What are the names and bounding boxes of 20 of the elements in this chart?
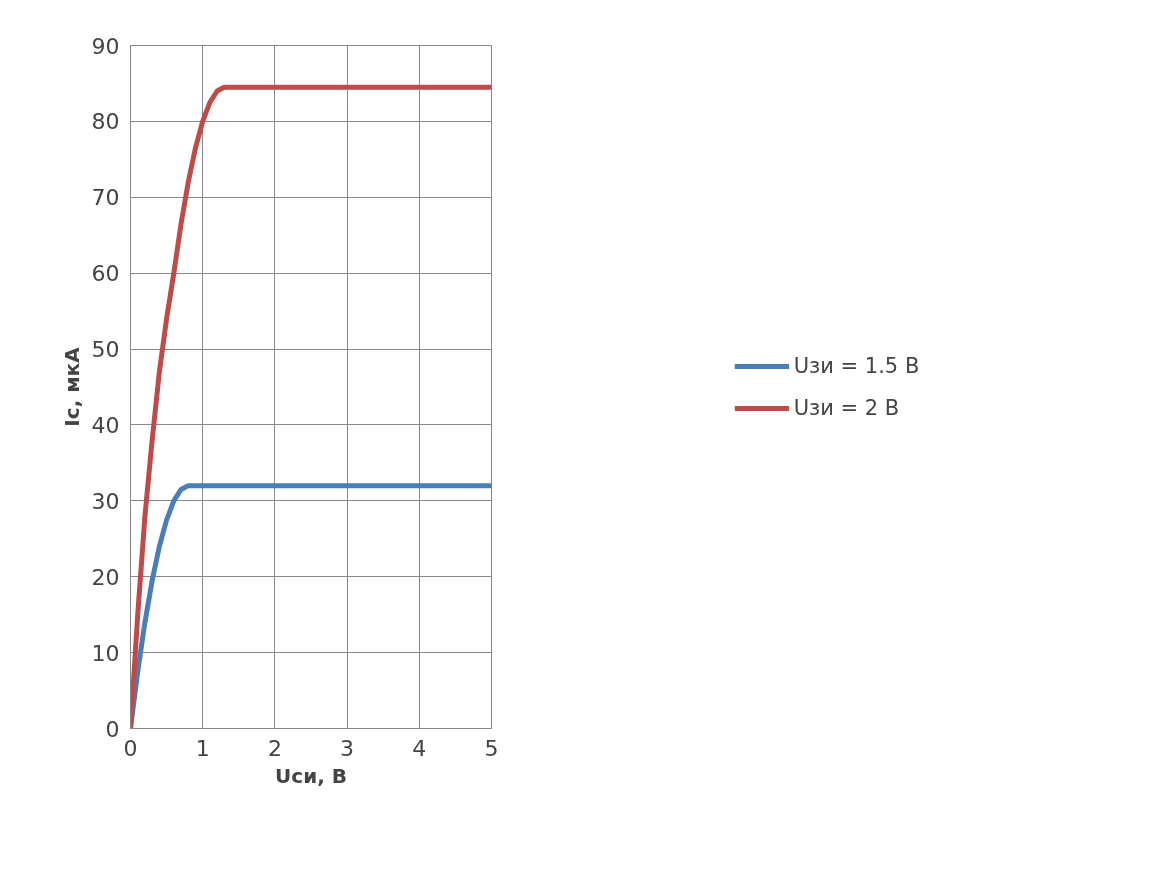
y-tick-label: 40	[91, 412, 120, 438]
x-tick-label: 0	[123, 735, 138, 761]
x-tick-label: 1	[195, 735, 210, 761]
x-tick-label: 3	[340, 735, 355, 761]
legend-label: Uзи = 2 В	[793, 395, 900, 420]
y-tick-label: 0	[105, 716, 120, 742]
y-tick-label: 60	[91, 261, 120, 287]
y-tick-label: 70	[91, 185, 120, 211]
x-tick-label: 2	[267, 735, 282, 761]
y-tick-label: 80	[91, 109, 120, 135]
legend-label: Uзи = 1.5 В	[793, 353, 920, 378]
y-tick-label: 10	[91, 640, 120, 666]
y-tick-label: 20	[91, 564, 120, 590]
y-tick-label: 50	[91, 337, 120, 363]
y-axis-title: Iс, мкА	[59, 346, 84, 427]
x-axis-title: Uси, В	[275, 763, 347, 788]
x-tick-label: 5	[484, 735, 499, 761]
y-tick-label: 90	[91, 33, 120, 59]
y-tick-label: 30	[91, 488, 120, 514]
x-tick-label: 4	[412, 735, 427, 761]
